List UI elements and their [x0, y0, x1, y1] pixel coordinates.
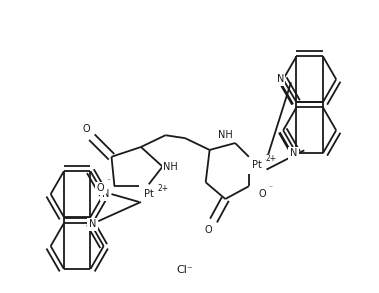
Text: NH: NH [218, 130, 233, 140]
Text: Cl⁻: Cl⁻ [177, 265, 193, 275]
Text: Pt: Pt [252, 160, 262, 170]
Text: O: O [82, 124, 90, 134]
Text: 2+: 2+ [266, 154, 277, 163]
Text: Pt: Pt [144, 189, 154, 199]
Text: O: O [259, 189, 266, 199]
Text: N: N [277, 74, 284, 84]
Text: N: N [290, 148, 297, 158]
Text: N: N [102, 189, 109, 199]
Text: N: N [89, 219, 96, 229]
Text: O: O [97, 183, 105, 193]
Text: ⁻: ⁻ [268, 184, 273, 193]
Text: 2+: 2+ [158, 184, 169, 193]
Text: NH: NH [163, 162, 178, 172]
Text: O: O [205, 225, 213, 235]
Text: ⁻: ⁻ [106, 176, 111, 185]
